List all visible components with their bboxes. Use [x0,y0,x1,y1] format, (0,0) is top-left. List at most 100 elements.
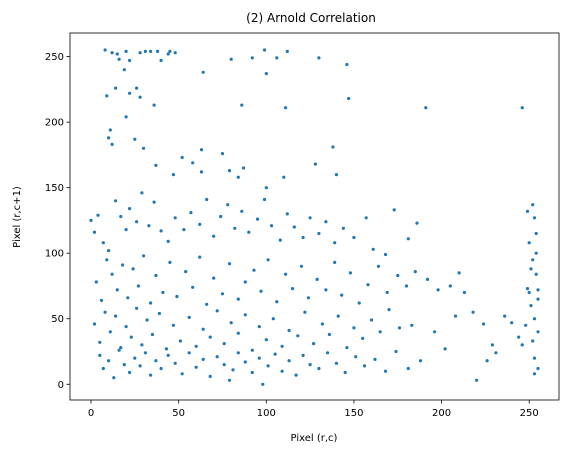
scatter-point [212,234,216,238]
scatter-point [529,267,533,271]
scatter-point [220,292,225,296]
scatter-point [198,222,202,226]
scatter-point [103,310,107,314]
x-axis: 0 50 100 150 200 250 [88,400,539,419]
scatter-point [503,314,507,318]
scatter-point [117,57,121,61]
y-tick-label: 50 [51,314,64,325]
scatter-point [383,252,388,257]
scatter-point [175,294,179,299]
scatter-point [345,346,349,350]
scatter-point [312,342,316,346]
scatter-point [101,366,105,371]
scatter-point [226,203,230,207]
scatter-point [189,211,193,215]
scatter-point [364,216,368,220]
scatter-point [124,115,128,119]
scatter-point [410,323,414,327]
scatter-point [475,378,479,382]
scatter-point [413,270,417,274]
scatter-point [92,322,97,326]
scatter-point [494,351,498,355]
scatter-point [222,342,226,346]
scatter-point [140,191,144,195]
scatter-point [201,327,205,331]
scatter-point [250,370,254,375]
scatter-point [457,271,461,275]
scatter-point [273,352,277,356]
scatter-point [115,52,119,56]
scatter-point [92,230,97,234]
scatter-point [531,258,535,262]
scatter-point [115,288,119,292]
scatter-point [292,225,296,229]
scatter-point [198,255,202,259]
scatter-point [343,370,347,375]
scatter-point [135,86,139,90]
scatter-point [315,277,319,281]
scatter-point [128,58,132,63]
scatter-point [418,359,423,363]
scatter-point [317,231,321,236]
scatter-point [194,365,198,369]
scatter-point [517,335,521,339]
scatter-point [191,161,195,165]
scatter-point [266,258,270,262]
scatter-point [220,152,225,156]
scatter-point [534,251,538,255]
scatter-point [101,241,105,245]
scatter-point [334,173,338,177]
scatter-point [154,163,158,167]
scatter-point [536,288,540,292]
scatter-point [532,372,537,376]
scatter-point [348,271,352,275]
scatter-point [257,356,261,360]
scatter-point [208,335,212,339]
scatter-point [383,369,388,373]
scatter-point [303,310,307,314]
scatter-point [143,49,147,54]
scatter-point [436,288,440,292]
y-tick-label: 0 [58,380,64,391]
scatter-point [264,72,268,76]
scatter-point [333,260,337,264]
scatter-point [362,364,367,368]
scatter-point [122,363,126,367]
scatter-point [284,272,288,276]
scatter-point [117,348,121,352]
scatter-point [156,49,160,54]
scatter-point [135,220,139,224]
scatter-point [296,334,300,338]
x-tick-label: 250 [520,408,539,419]
scatter-point [138,95,142,99]
scatter-point [173,216,177,220]
scatter-point [227,378,232,382]
scatter-point [394,349,398,354]
scatter-point [199,148,204,152]
scatter-point [261,382,265,386]
scatter-point [150,332,154,337]
scatter-point [490,343,494,347]
scatter-point [159,229,163,233]
scatter-point [96,213,100,217]
chart-title: (2) Arnold Correlation [246,11,376,25]
scatter-point [433,330,437,334]
scatter-point [191,285,195,289]
scatter-point [301,353,305,357]
scatter-point [184,270,188,274]
scatter-point [110,272,114,276]
x-tick-label: 150 [344,408,363,419]
scatter-point [168,260,172,264]
scatter-point [154,359,158,363]
scatter-point [119,346,123,350]
scatter-point [178,339,182,343]
scatter-point [536,297,540,301]
scatter-point [340,293,344,297]
scatter-point [327,332,331,337]
scatter-point [510,321,514,325]
scatter-point [371,247,375,251]
scatter-point [94,280,98,284]
scatter-point [376,264,381,268]
